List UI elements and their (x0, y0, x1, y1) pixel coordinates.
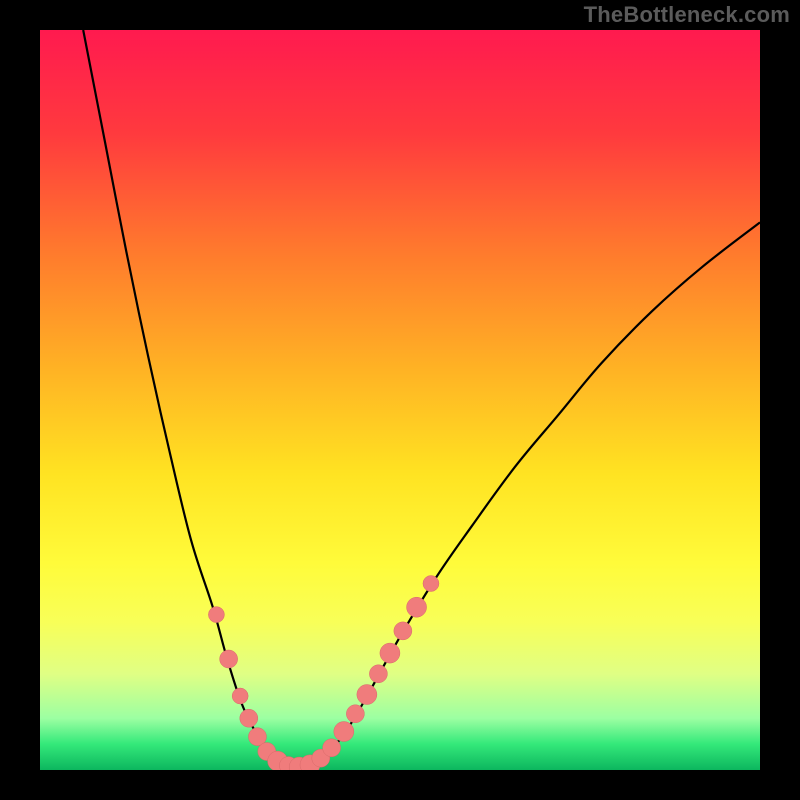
plot-background (40, 30, 760, 770)
data-marker (369, 665, 387, 683)
bottleneck-v-chart (0, 0, 800, 800)
data-marker (208, 607, 224, 623)
chart-stage: TheBottleneck.com (0, 0, 800, 800)
data-marker (220, 650, 238, 668)
watermark-text: TheBottleneck.com (584, 2, 790, 28)
data-marker (346, 705, 364, 723)
data-marker (357, 685, 377, 705)
data-marker (323, 739, 341, 757)
data-marker (394, 622, 412, 640)
data-marker (423, 576, 439, 592)
data-marker (334, 722, 354, 742)
data-marker (240, 709, 258, 727)
data-marker (407, 597, 427, 617)
data-marker (380, 643, 400, 663)
data-marker (232, 688, 248, 704)
